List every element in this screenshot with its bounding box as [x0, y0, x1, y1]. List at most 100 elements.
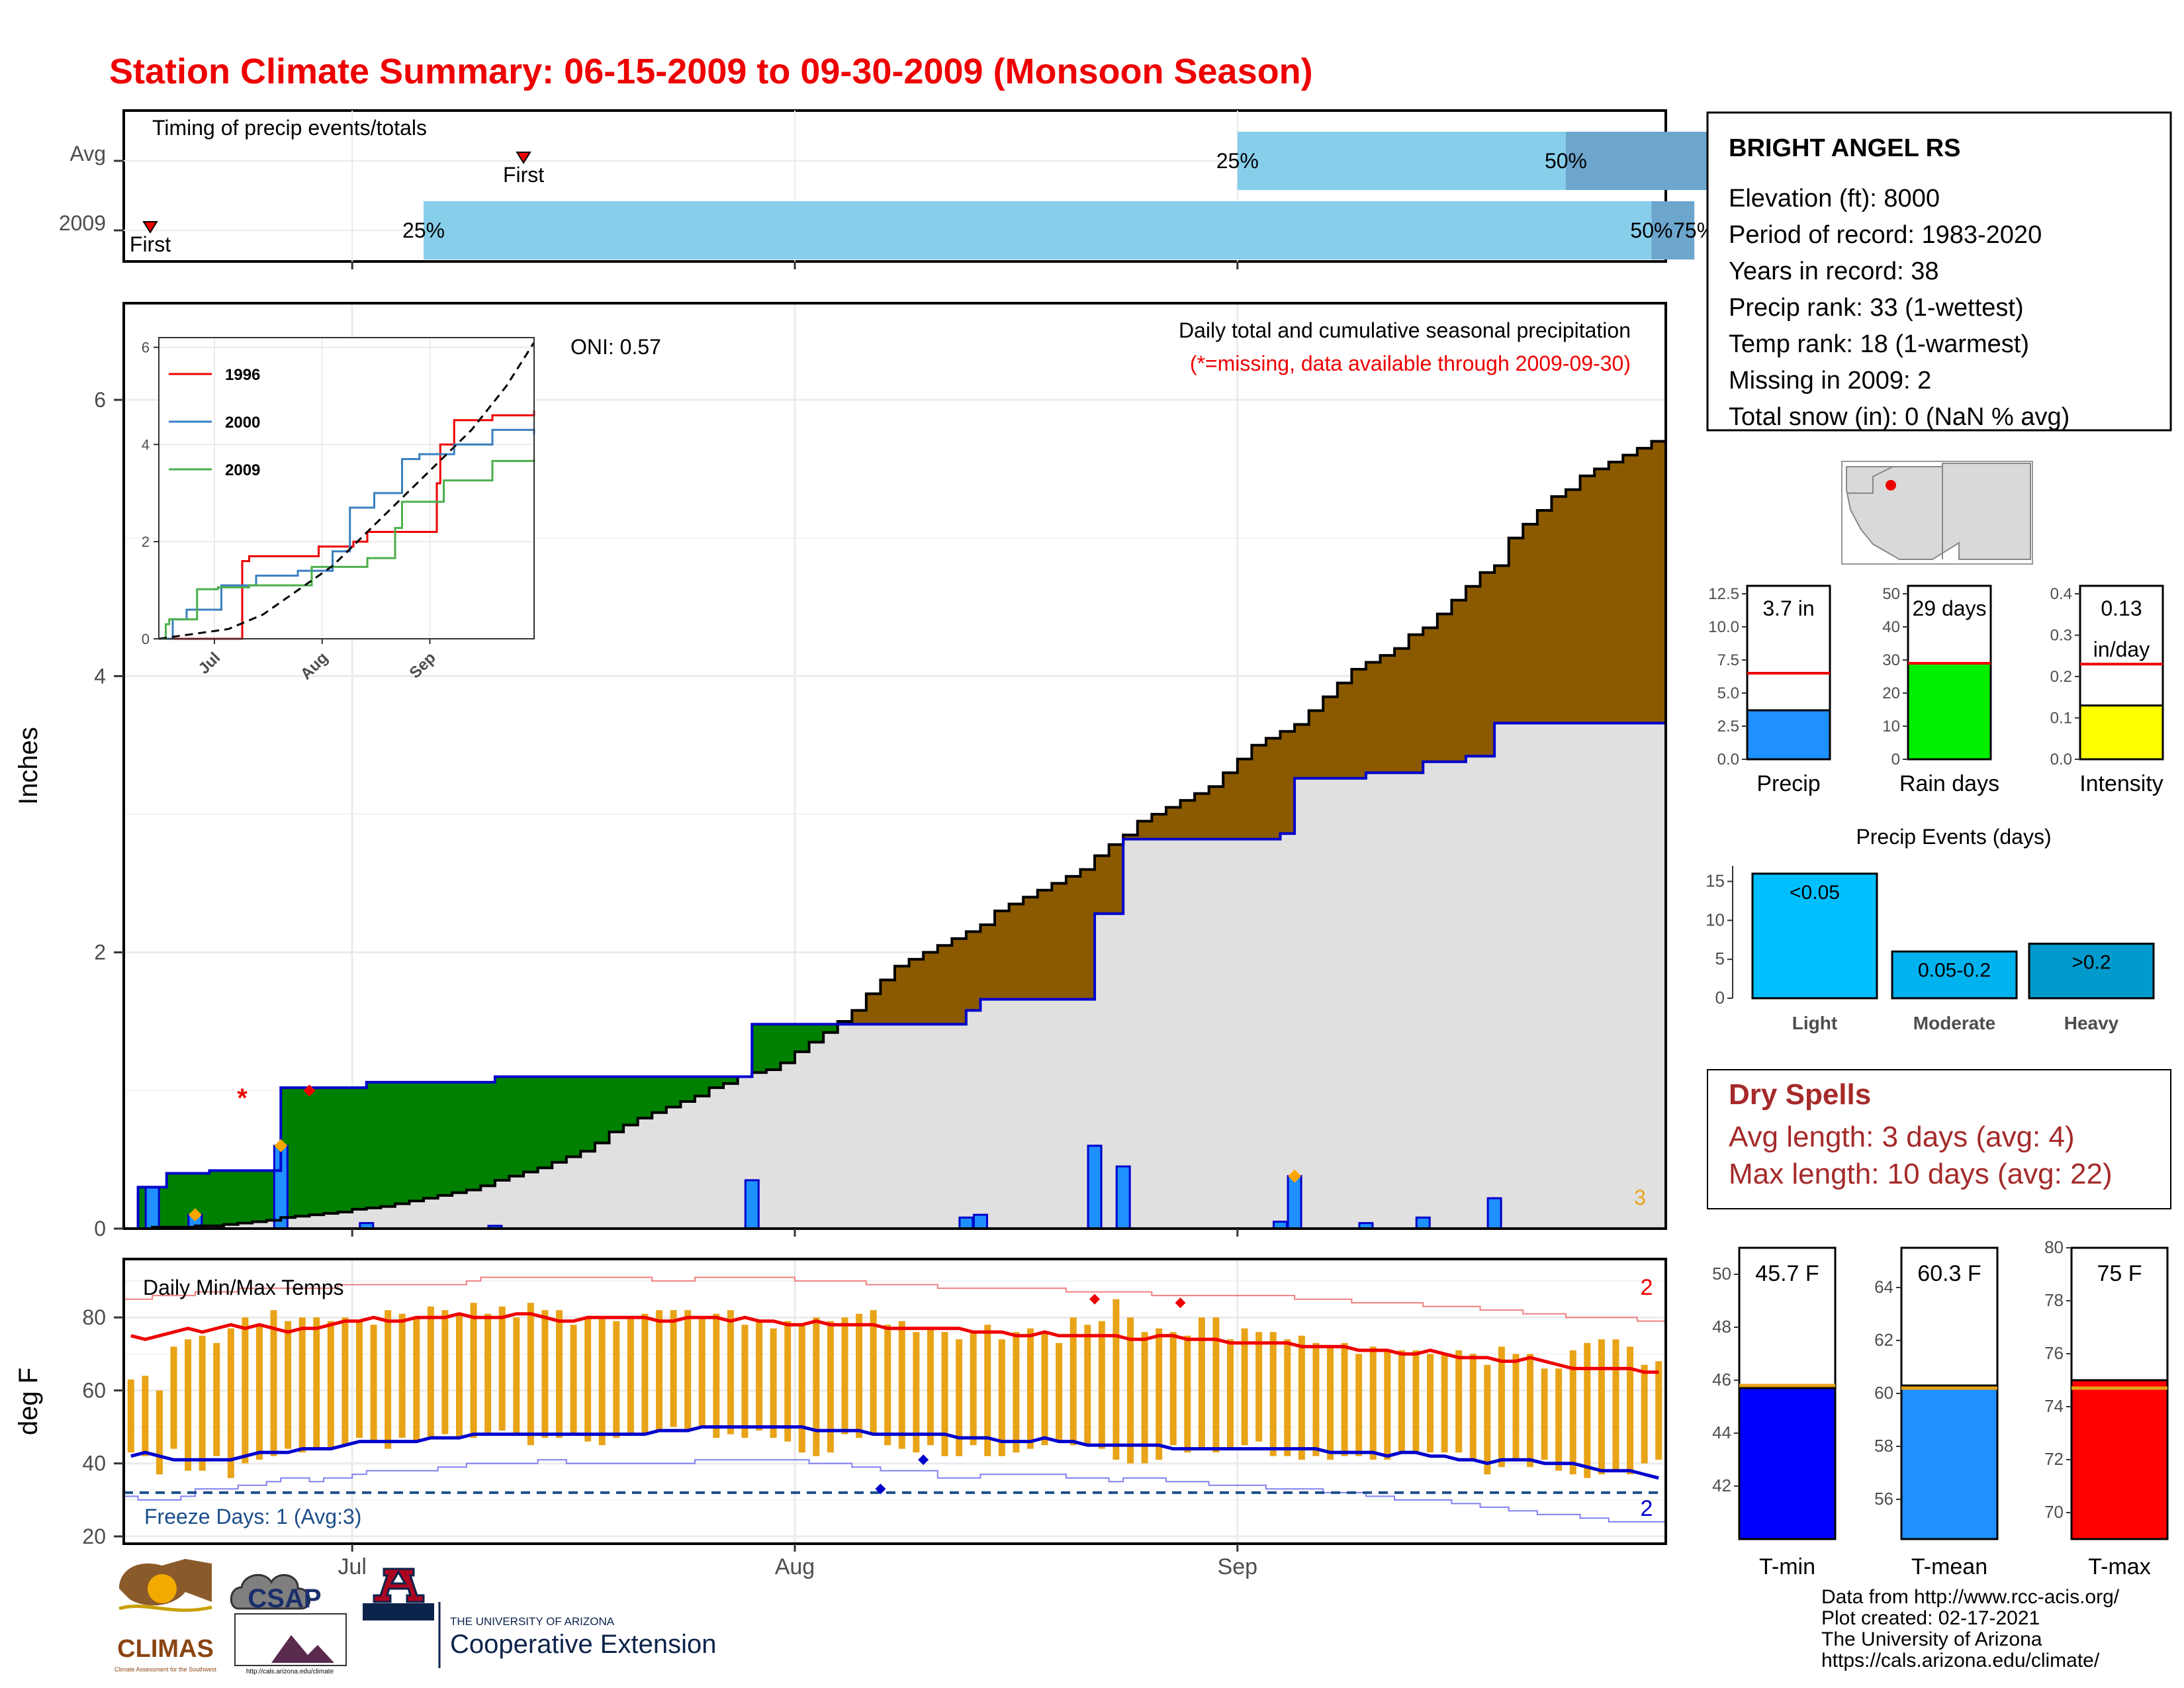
- surplus-fill: [452, 1082, 467, 1193]
- daily-temp-range-bar: [698, 1317, 705, 1427]
- daily-temp-range-bar: [770, 1328, 777, 1438]
- surplus-fill: [709, 1076, 724, 1088]
- daily-temp-range-bar: [556, 1310, 563, 1438]
- daily-temp-range-bar: [1455, 1350, 1463, 1453]
- temp-bar-value-text: 75 F: [2097, 1261, 2142, 1286]
- daily-temp-range-bar: [1184, 1335, 1191, 1453]
- daily-temp-range-bar: [870, 1310, 877, 1434]
- footer-university: The University of Arizona: [1821, 1628, 2042, 1650]
- temp-x-tick-label: Aug: [775, 1554, 815, 1579]
- daily-temp-range-bar: [884, 1325, 891, 1446]
- temp-bar-y-tick-label: 70: [2044, 1502, 2064, 1522]
- surplus-fill: [594, 1076, 610, 1143]
- daily-temp-range-bar: [213, 1342, 220, 1456]
- temp-bar-y-tick-label: 58: [1874, 1436, 1893, 1456]
- daily-temp-range-bar: [1126, 1317, 1134, 1464]
- mini-bar-label: Precip: [1756, 771, 1820, 796]
- events-bar-text: >0.2: [2071, 952, 2111, 974]
- temp-bar-value: [2070, 1379, 2169, 1540]
- climas-logo: CLIMAS Climate Assessment for the Southw…: [114, 1559, 217, 1673]
- daily-temp-range-bar: [784, 1321, 792, 1442]
- deficit-fill: [1080, 869, 1095, 1000]
- daily-temp-range-bar: [455, 1313, 463, 1438]
- normal-area: [124, 434, 1666, 1229]
- daily-temp-range-bar: [1555, 1368, 1563, 1471]
- red-marker: [303, 1084, 316, 1097]
- daily-precip-bar: [144, 1186, 160, 1230]
- station-info-box: BRIGHT ANGEL RS Elevation (ft): 8000 Per…: [1706, 111, 2172, 432]
- surplus-fill: [537, 1076, 553, 1168]
- daily-temp-range-bar: [327, 1321, 334, 1449]
- temp-bar-y-tick-label: 56: [1874, 1489, 1893, 1509]
- daily-temp-range-bar: [570, 1325, 577, 1434]
- deficit-fill: [1351, 669, 1367, 778]
- daily-temp-range-bar: [627, 1317, 634, 1434]
- daily-temp-range-bar: [1469, 1354, 1477, 1460]
- surplus-fill: [766, 1024, 782, 1070]
- station-snow: Total snow (in): 0 (NaN % avg): [1729, 403, 2070, 431]
- precip-cumulative-lines: [124, 434, 1667, 1230]
- events-bar: [2028, 943, 2155, 1000]
- orange-marker: [188, 1208, 202, 1222]
- daily-temp-range-bar: [656, 1310, 663, 1431]
- station-years: Years in record: 38: [1729, 258, 1939, 285]
- normal-cumulative-line: [124, 434, 1667, 1230]
- daily-temp-range-bar: [1569, 1350, 1576, 1475]
- temp-bar-y-tick-label: 74: [2044, 1396, 2064, 1416]
- daily-temp-range-bar: [1427, 1354, 1434, 1453]
- climas-logo-wave: [118, 1605, 212, 1613]
- daily-temp-range-bar: [1098, 1321, 1105, 1449]
- daily-precip-bar: [972, 1213, 988, 1230]
- timing-q50-label-avg: 50%: [1545, 149, 1587, 173]
- dry-spells-box: Dry Spells Avg length: 3 days (avg: 4) M…: [1707, 1069, 2171, 1209]
- daily-temp-range-bar: [1598, 1339, 1605, 1475]
- temp-y-tick-label: 40: [82, 1452, 106, 1476]
- events-y-tick-label: 5: [1715, 949, 1725, 968]
- temp-y-tick-label: 20: [82, 1524, 106, 1548]
- timing-bar-25-50-avg: [1237, 132, 1566, 190]
- temp-bar-label: T-mean: [1911, 1554, 1987, 1579]
- precip-header-text: Daily total and cumulative seasonal prec…: [1179, 318, 1631, 342]
- inset-background: [159, 338, 534, 639]
- surplus-fill: [652, 1076, 667, 1113]
- surplus-fill: [609, 1076, 624, 1132]
- daily-temp-range-bar: [713, 1313, 720, 1438]
- deficit-fill: [980, 924, 995, 1000]
- daily-temp-range-bar: [641, 1313, 649, 1434]
- surplus-fill: [794, 1024, 810, 1052]
- temp-bar-y-tick-label: 64: [1874, 1277, 1893, 1297]
- mini-bar-y-tick-label: 50: [1882, 585, 1900, 603]
- surplus-fill: [752, 1024, 767, 1073]
- mini-bar-y-tick-label: 0.0: [2050, 751, 2072, 769]
- daily-temp-range-bar: [227, 1328, 234, 1478]
- daily-precip-bar: [1087, 1145, 1103, 1230]
- daily-temp-range-bar: [1041, 1332, 1048, 1446]
- mini-bar-y-tick-label: 7.5: [1717, 651, 1739, 669]
- record-low-marker: [875, 1483, 886, 1495]
- surplus-fill: [295, 1088, 310, 1217]
- deficit-fill: [1580, 475, 1595, 724]
- daily-temp-range-bar: [1498, 1346, 1505, 1468]
- daily-temp-range-bar: [370, 1325, 377, 1442]
- deficit-fill: [1394, 648, 1410, 773]
- mini-bar-y-tick-label: 10.0: [1708, 618, 1739, 636]
- footer-credits: Data from http://www.rcc-acis.org/ Plot …: [1821, 1586, 2120, 1671]
- deficit-fill: [1451, 600, 1467, 762]
- dry-spells-max: Max length: 10 days (avg: 22): [1729, 1158, 2113, 1190]
- daily-temp-range-bar: [156, 1390, 163, 1475]
- daily-temp-range-bar: [185, 1339, 192, 1471]
- inset-legend-label: 2000: [225, 414, 260, 432]
- surplus-fill: [523, 1076, 539, 1172]
- temp-bar-value-text: 45.7 F: [1755, 1261, 1819, 1286]
- daily-temp-range-bar: [984, 1325, 991, 1456]
- events-bar-label: Light: [1792, 1013, 1837, 1033]
- surplus-fill: [494, 1076, 510, 1180]
- freeze-days-text: Freeze Days: 1 (Avg:3): [144, 1505, 361, 1528]
- surplus-fill: [209, 1170, 224, 1226]
- daily-temp-range-bar: [1655, 1361, 1662, 1460]
- temp-y-tick-label: 80: [82, 1305, 106, 1329]
- timing-first-label-2009: First: [130, 232, 171, 256]
- daily-temp-range-bar: [927, 1328, 934, 1446]
